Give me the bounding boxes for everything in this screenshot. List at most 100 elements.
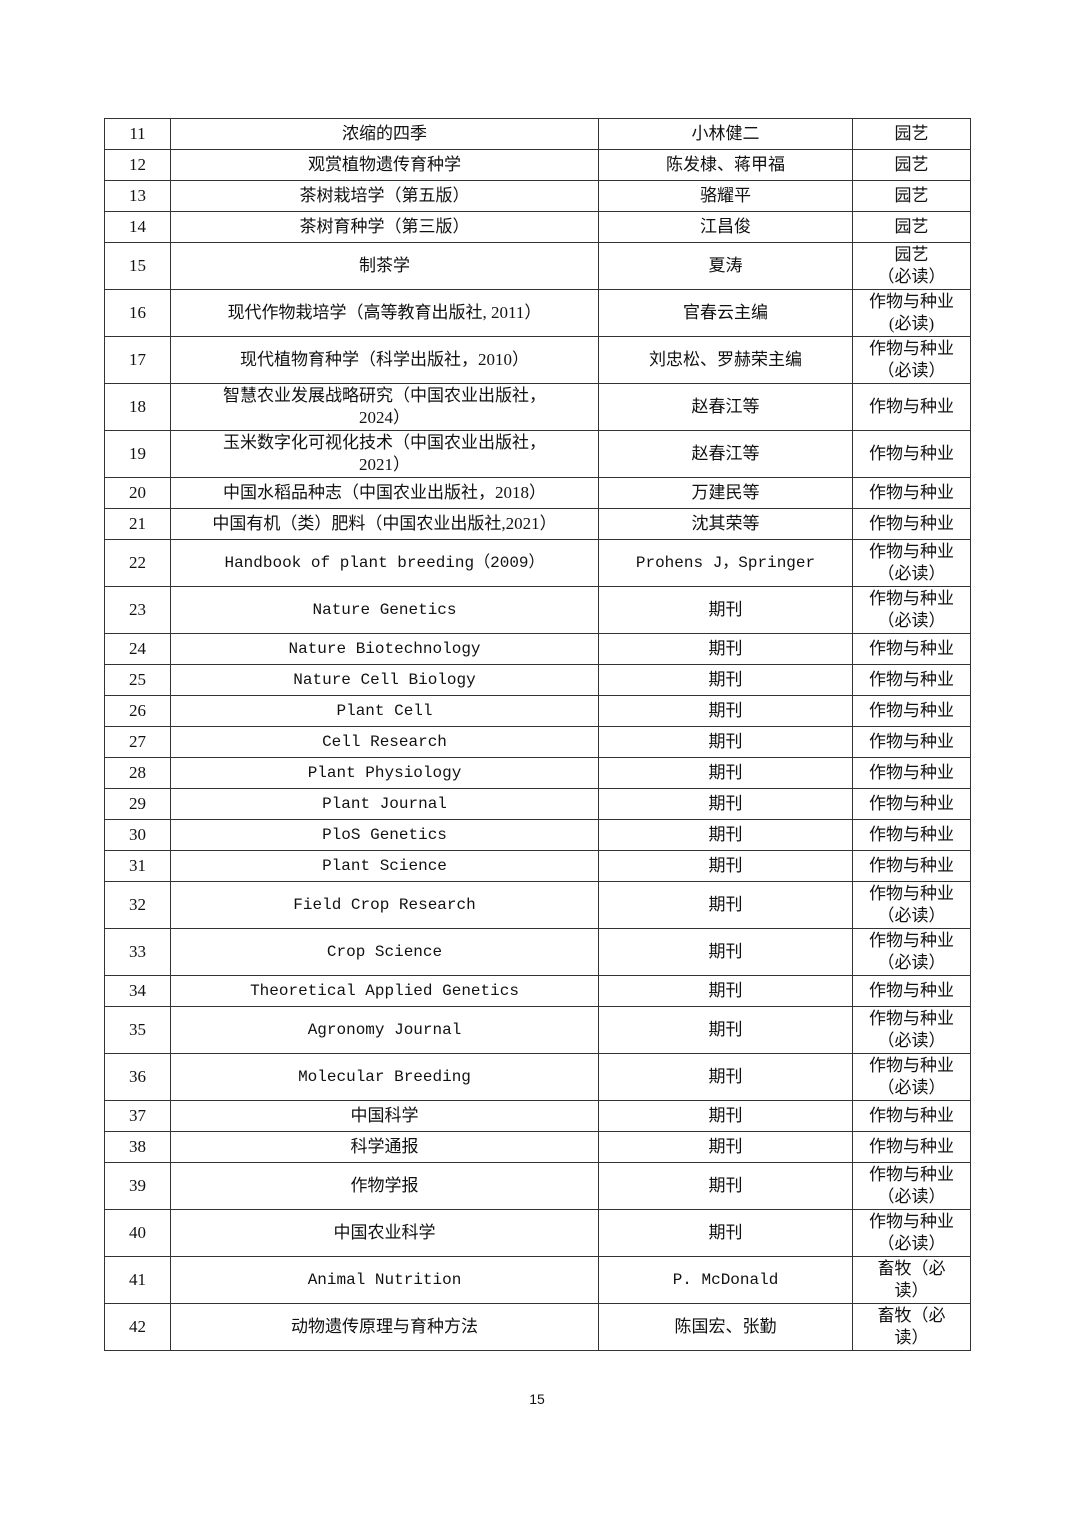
book-title-cell: Field Crop Research <box>170 881 599 929</box>
row-number-cell: 37 <box>104 1100 171 1132</box>
author-cell: 骆耀平 <box>598 180 853 212</box>
author-cell: 期刊 <box>598 633 853 665</box>
category-cell: 作物与种业 <box>852 850 971 882</box>
book-title-cell: 浓缩的四季 <box>170 118 599 150</box>
author-cell: 期刊 <box>598 1162 853 1210</box>
table-row: 32 Field Crop Research 期刊 作物与种业 （必读） <box>104 881 971 929</box>
author-cell: 期刊 <box>598 1131 853 1163</box>
book-title-cell: Animal Nutrition <box>170 1256 599 1304</box>
table-row: 35 Agronomy Journal 期刊 作物与种业 （必读） <box>104 1006 971 1054</box>
row-number-cell: 41 <box>104 1256 171 1304</box>
table-row: 30 PloS Genetics 期刊 作物与种业 <box>104 819 971 851</box>
book-title-cell: 科学通报 <box>170 1131 599 1163</box>
author-cell: 期刊 <box>598 726 853 758</box>
row-number-cell: 23 <box>104 586 171 634</box>
table-row: 21 中国有机（类）肥料（中国农业出版社,2021） 沈其荣等 作物与种业 <box>104 508 971 540</box>
author-cell: 期刊 <box>598 850 853 882</box>
category-cell: 园艺 <box>852 211 971 243</box>
table-row: 24 Nature Biotechnology 期刊 作物与种业 <box>104 633 971 665</box>
category-cell: 作物与种业 <box>852 1100 971 1132</box>
table-row: 23 Nature Genetics 期刊 作物与种业 （必读） <box>104 586 971 634</box>
category-cell: 作物与种业 （必读） <box>852 1006 971 1054</box>
book-title-cell: 中国有机（类）肥料（中国农业出版社,2021） <box>170 508 599 540</box>
table-row: 11 浓缩的四季 小林健二 园艺 <box>104 118 971 150</box>
table-row: 22 Handbook of plant breeding（2009） Prohen… <box>104 539 971 587</box>
row-number-cell: 12 <box>104 149 171 181</box>
book-title-cell: 中国农业科学 <box>170 1209 599 1257</box>
book-title-cell: 中国水稻品种志（中国农业出版社，2018） <box>170 477 599 509</box>
table-row: 12 观赏植物遗传育种学 陈发棣、蒋甲福 园艺 <box>104 149 971 181</box>
author-cell: 期刊 <box>598 664 853 696</box>
category-cell: 作物与种业 <box>852 383 971 431</box>
book-title-cell: 作物学报 <box>170 1162 599 1210</box>
book-title-cell: Molecular Breeding <box>170 1053 599 1101</box>
category-cell: 作物与种业 <box>852 695 971 727</box>
author-cell: 期刊 <box>598 819 853 851</box>
table-row: 34 Theoretical Applied Genetics 期刊 作物与种业 <box>104 975 971 1007</box>
book-title-cell: 茶树育种学（第三版） <box>170 211 599 243</box>
row-number-cell: 22 <box>104 539 171 587</box>
category-cell: 园艺 <box>852 149 971 181</box>
author-cell: 期刊 <box>598 1209 853 1257</box>
category-cell: 作物与种业 （必读） <box>852 928 971 976</box>
author-cell: 期刊 <box>598 881 853 929</box>
category-cell: 作物与种业 <box>852 664 971 696</box>
table-row: 41 Animal Nutrition P. McDonald 畜牧（必 读） <box>104 1256 971 1304</box>
table-row: 15 制茶学 夏涛 园艺 （必读） <box>104 242 971 290</box>
table-row: 25 Nature Cell Biology 期刊 作物与种业 <box>104 664 971 696</box>
row-number-cell: 38 <box>104 1131 171 1163</box>
category-cell: 作物与种业 <box>852 819 971 851</box>
author-cell: 万建民等 <box>598 477 853 509</box>
row-number-cell: 30 <box>104 819 171 851</box>
book-title-cell: 动物遗传原理与育种方法 <box>170 1303 599 1351</box>
table-row: 20 中国水稻品种志（中国农业出版社，2018） 万建民等 作物与种业 <box>104 477 971 509</box>
row-number-cell: 20 <box>104 477 171 509</box>
book-title-cell: PloS Genetics <box>170 819 599 851</box>
reading-list-table: 11 浓缩的四季 小林健二 园艺 12 观赏植物遗传育种学 陈发棣、蒋甲福 园艺 13 茶树栽培学… <box>104 118 971 1351</box>
book-title-cell: Handbook of plant breeding（2009） <box>170 539 599 587</box>
book-title-cell: 观赏植物遗传育种学 <box>170 149 599 181</box>
table-row: 27 Cell Research 期刊 作物与种业 <box>104 726 971 758</box>
book-title-cell: Plant Physiology <box>170 757 599 789</box>
book-title-cell: Agronomy Journal <box>170 1006 599 1054</box>
table-row: 38 科学通报 期刊 作物与种业 <box>104 1131 971 1163</box>
row-number-cell: 36 <box>104 1053 171 1101</box>
row-number-cell: 19 <box>104 430 171 478</box>
author-cell: 期刊 <box>598 975 853 1007</box>
category-cell: 作物与种业 (必读) <box>852 289 971 337</box>
table-row: 31 Plant Science 期刊 作物与种业 <box>104 850 971 882</box>
category-cell: 作物与种业 （必读） <box>852 539 971 587</box>
book-title-cell: 现代作物栽培学（高等教育出版社, 2011） <box>170 289 599 337</box>
row-number-cell: 15 <box>104 242 171 290</box>
table-row: 19 玉米数字化可视化技术（中国农业出版社， 2021） 赵春江等 作物与种业 <box>104 430 971 478</box>
category-cell: 畜牧（必 读） <box>852 1256 971 1304</box>
table-row: 14 茶树育种学（第三版） 江昌俊 园艺 <box>104 211 971 243</box>
row-number-cell: 29 <box>104 788 171 820</box>
author-cell: 期刊 <box>598 928 853 976</box>
category-cell: 作物与种业 （必读） <box>852 1053 971 1101</box>
row-number-cell: 18 <box>104 383 171 431</box>
row-number-cell: 17 <box>104 336 171 384</box>
category-cell: 作物与种业 （必读） <box>852 586 971 634</box>
table-row: 29 Plant Journal 期刊 作物与种业 <box>104 788 971 820</box>
row-number-cell: 42 <box>104 1303 171 1351</box>
category-cell: 作物与种业 <box>852 430 971 478</box>
book-title-cell: 中国科学 <box>170 1100 599 1132</box>
author-cell: 沈其荣等 <box>598 508 853 540</box>
category-cell: 作物与种业 <box>852 788 971 820</box>
row-number-cell: 28 <box>104 757 171 789</box>
category-cell: 作物与种业 <box>852 477 971 509</box>
row-number-cell: 14 <box>104 211 171 243</box>
row-number-cell: 40 <box>104 1209 171 1257</box>
row-number-cell: 21 <box>104 508 171 540</box>
book-title-cell: Plant Science <box>170 850 599 882</box>
table-row: 13 茶树栽培学（第五版） 骆耀平 园艺 <box>104 180 971 212</box>
book-title-cell: Nature Genetics <box>170 586 599 634</box>
table-body: 11 浓缩的四季 小林健二 园艺 12 观赏植物遗传育种学 陈发棣、蒋甲福 园艺 13 茶树栽培学… <box>104 118 971 1351</box>
row-number-cell: 13 <box>104 180 171 212</box>
table-row: 37 中国科学 期刊 作物与种业 <box>104 1100 971 1132</box>
author-cell: 夏涛 <box>598 242 853 290</box>
page-number: 15 <box>529 1391 545 1407</box>
row-number-cell: 33 <box>104 928 171 976</box>
book-title-cell: Nature Biotechnology <box>170 633 599 665</box>
